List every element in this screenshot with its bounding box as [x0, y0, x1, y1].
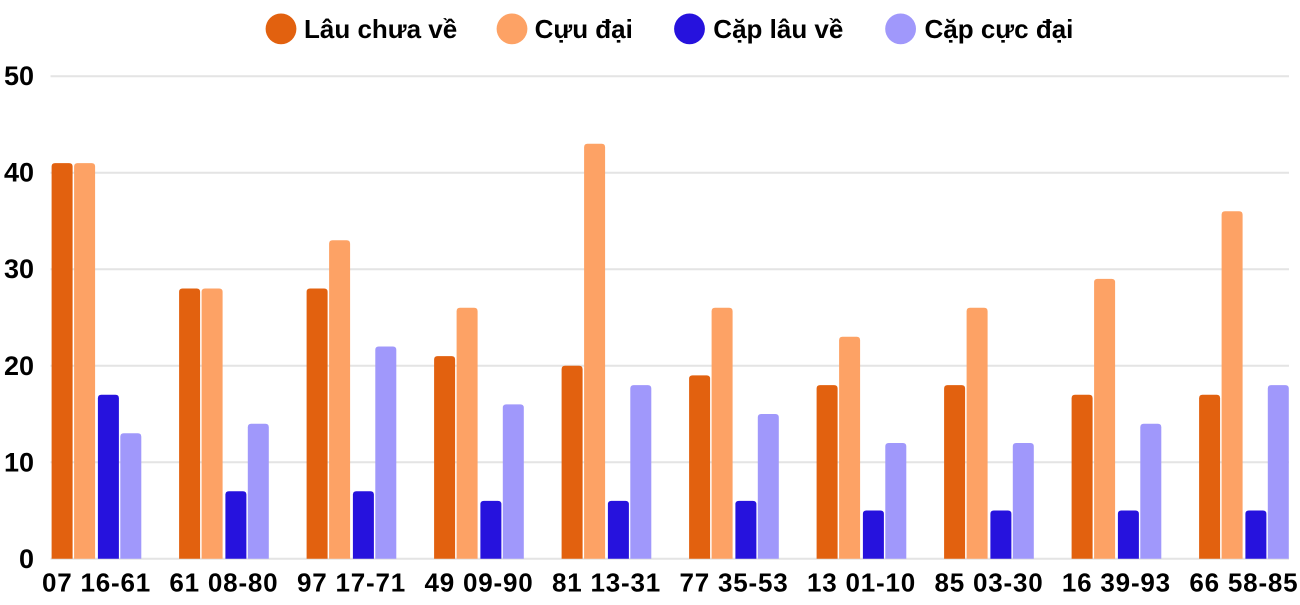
svg-text:40: 40	[4, 158, 34, 188]
svg-text:30: 30	[4, 254, 34, 284]
svg-text:77 35-53: 77 35-53	[679, 567, 788, 597]
svg-text:85 03-30: 85 03-30	[934, 567, 1043, 597]
svg-text:07 16-61: 07 16-61	[42, 567, 151, 597]
svg-text:16 39-93: 16 39-93	[1062, 567, 1171, 597]
svg-text:61 08-80: 61 08-80	[169, 567, 278, 597]
svg-text:Lâu chưa về: Lâu chưa về	[304, 14, 457, 44]
svg-text:0: 0	[19, 544, 34, 574]
svg-text:50: 50	[4, 61, 34, 91]
svg-text:49 09-90: 49 09-90	[424, 567, 533, 597]
svg-text:Cặp cực đại: Cặp cực đại	[925, 14, 1074, 44]
svg-text:10: 10	[4, 447, 34, 477]
svg-text:Cặp lâu về: Cặp lâu về	[713, 14, 843, 44]
svg-text:66 58-85: 66 58-85	[1189, 567, 1298, 597]
svg-text:81 13-31: 81 13-31	[552, 567, 661, 597]
svg-text:13 01-10: 13 01-10	[807, 567, 916, 597]
svg-text:97 17-71: 97 17-71	[297, 567, 406, 597]
svg-text:20: 20	[4, 351, 34, 381]
svg-text:Cựu đại: Cựu đại	[535, 14, 633, 44]
